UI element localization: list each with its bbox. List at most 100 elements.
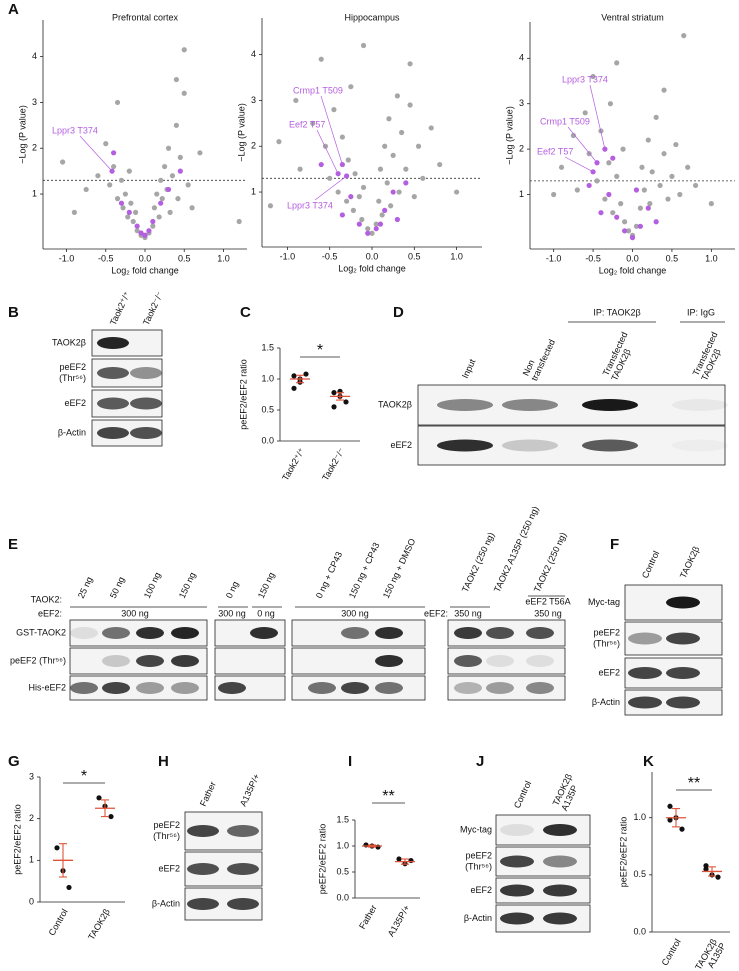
data-point xyxy=(703,866,709,872)
label: TAOK2: xyxy=(31,594,62,604)
x-tick-label: A135P/+ xyxy=(386,903,412,938)
y-tick-label: 1.0 xyxy=(633,812,646,822)
label: 0 ng xyxy=(257,608,275,618)
band xyxy=(666,667,700,679)
data-point xyxy=(407,61,413,67)
data-point xyxy=(126,168,132,174)
label: 300 ng xyxy=(341,608,369,618)
data-point xyxy=(175,196,181,202)
annotation-line xyxy=(314,175,347,201)
data-point xyxy=(386,116,392,122)
data-point xyxy=(291,373,297,379)
highlighted-point xyxy=(390,189,396,195)
data-point xyxy=(173,122,179,128)
band xyxy=(171,682,199,694)
y-tick-label: 0.0 xyxy=(336,892,349,902)
data-point xyxy=(669,173,675,179)
annotated-point xyxy=(339,161,345,168)
band xyxy=(130,367,162,379)
x-tick-label: -1.0 xyxy=(59,253,75,263)
label: 350 ng xyxy=(454,608,482,618)
data-point xyxy=(331,107,337,113)
band xyxy=(454,682,482,694)
lane-label: 150 ng xyxy=(256,571,277,600)
blot-frame xyxy=(214,647,286,675)
lane-label: 100 ng xyxy=(142,571,163,600)
data-point xyxy=(359,216,365,223)
data-point xyxy=(60,159,66,165)
band xyxy=(70,627,98,639)
annotated-point xyxy=(602,146,608,152)
data-point xyxy=(162,163,168,170)
row-label: Myc-tag xyxy=(460,824,492,834)
y-tick-label: 1.0 xyxy=(336,840,349,850)
data-point xyxy=(360,42,367,49)
panel-label: F xyxy=(610,536,619,553)
annotated-point xyxy=(344,173,350,179)
data-point xyxy=(96,795,102,801)
data-point xyxy=(377,166,384,172)
data-point xyxy=(297,166,303,172)
x-tick-label: TAOK2β xyxy=(86,907,112,941)
lane-label: Taok2⁺/⁺ xyxy=(108,290,132,327)
data-point xyxy=(291,385,297,391)
panel-label: C xyxy=(240,304,251,321)
highlighted-point xyxy=(598,210,604,216)
band xyxy=(136,682,164,694)
data-point xyxy=(310,120,316,126)
data-point xyxy=(685,164,691,170)
data-point xyxy=(610,210,616,216)
annotation: Crmp1 T509 xyxy=(540,116,590,126)
data-point xyxy=(150,223,156,229)
panel-label: E xyxy=(8,536,18,553)
lane-label: 25 ng xyxy=(76,575,95,600)
data-point xyxy=(134,228,140,234)
band xyxy=(437,399,493,411)
highlighted-point xyxy=(118,200,125,206)
y-tick-label: 2 xyxy=(251,141,256,151)
data-point xyxy=(154,191,160,197)
x-tick-label: 0.5 xyxy=(666,253,679,263)
band xyxy=(136,655,164,667)
highlighted-point xyxy=(637,223,643,229)
data-point xyxy=(118,177,125,183)
band xyxy=(227,898,259,910)
x-tick-label: Father xyxy=(357,903,379,931)
annotated-point xyxy=(590,169,596,175)
data-point xyxy=(396,189,402,195)
band xyxy=(500,912,534,925)
x-tick-label: 1.0 xyxy=(217,253,230,263)
data-point xyxy=(103,141,109,147)
label: 350 ng xyxy=(534,608,562,618)
data-point xyxy=(189,205,195,211)
band xyxy=(102,682,130,694)
y-axis-label: peEF2/eEF2 ratio xyxy=(12,804,22,875)
data-point xyxy=(673,141,679,148)
label: eEF2: xyxy=(38,608,62,618)
panel-label: B xyxy=(8,304,19,321)
band xyxy=(628,696,662,709)
band xyxy=(502,439,558,452)
highlighted-point xyxy=(126,209,132,215)
highlighted-point xyxy=(134,223,140,229)
data-point xyxy=(653,114,659,120)
band xyxy=(130,397,162,410)
band xyxy=(375,655,403,667)
y-tick-label: 1 xyxy=(519,189,524,199)
band xyxy=(486,655,514,667)
row-label: eEF2 xyxy=(158,863,180,873)
y-tick-label: 4 xyxy=(519,53,524,63)
lane-label: 0 ng + CP43 xyxy=(314,550,344,600)
band xyxy=(526,682,554,694)
x-tick-label: 0.5 xyxy=(178,253,191,263)
data-point xyxy=(594,178,600,184)
y-tick-label: 0.5 xyxy=(633,869,646,879)
data-point xyxy=(293,97,299,104)
y-tick-label: 1.5 xyxy=(261,342,274,352)
band xyxy=(543,824,577,836)
data-point xyxy=(158,177,164,183)
data-point xyxy=(376,198,382,204)
data-point xyxy=(331,404,337,410)
data-point xyxy=(639,164,645,170)
highlighted-point xyxy=(165,186,172,193)
